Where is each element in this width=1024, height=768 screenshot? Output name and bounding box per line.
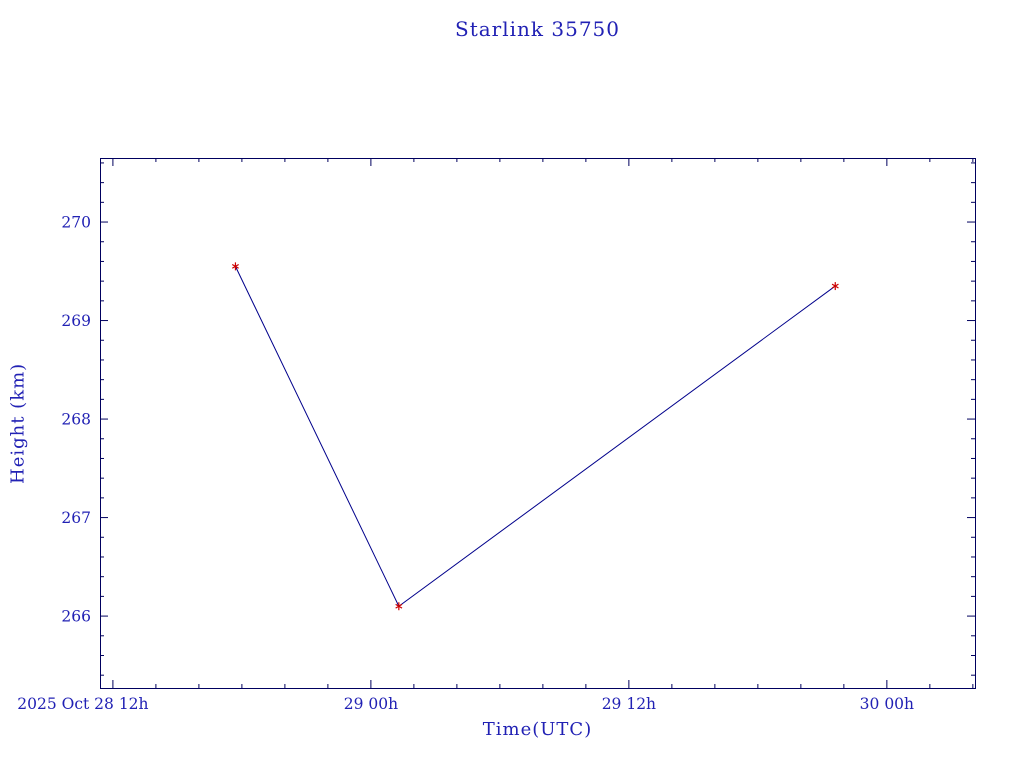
x-tick-label: 29 12h	[602, 695, 656, 713]
marker-stroke	[831, 283, 839, 289]
data-point-marker	[831, 282, 839, 291]
x-tick-label: 29 00h	[344, 695, 398, 713]
height-line	[234, 266, 836, 607]
marker-stroke	[395, 603, 403, 609]
x-axis-label: Time(UTC)	[482, 719, 593, 740]
data-point-marker	[395, 602, 403, 611]
y-tick-label: 270	[61, 214, 91, 232]
y-tick-label: 268	[61, 411, 91, 429]
chart-title: Starlink 35750	[455, 17, 620, 41]
marker-stroke	[231, 263, 239, 269]
data-point-marker	[231, 262, 239, 271]
y-tick-label: 266	[61, 608, 91, 626]
x-tick-label: 2025 Oct 28 12h	[17, 695, 148, 713]
x-tick-label: 30 00h	[860, 695, 914, 713]
plot-frame	[100, 158, 976, 689]
y-tick-label: 267	[61, 509, 91, 527]
y-tick-label: 269	[61, 312, 91, 330]
